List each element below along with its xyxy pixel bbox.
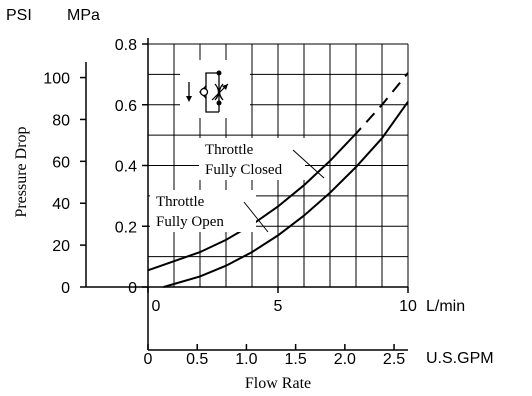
x-unit-lmin: L/min (426, 298, 465, 315)
symbol-adjust-arrowhead (222, 84, 228, 90)
psi-tick-label: 100 (43, 71, 70, 88)
psi-tick-label: 20 (52, 238, 70, 255)
gpm-tick-label: 1.0 (235, 351, 257, 368)
y-axis-title: Pressure Drop (13, 126, 30, 217)
mpa-tick-label: 0.4 (115, 159, 137, 176)
annotation-fully-open-text: Fully Open (156, 214, 224, 230)
psi-tick-label: 40 (52, 196, 70, 213)
symbol-node-bottom (216, 100, 222, 106)
gpm-tick-label: 2.5 (383, 351, 405, 368)
annotation-fully-closed-leader (292, 149, 325, 179)
mpa-tick-label: 0 (128, 280, 137, 297)
lmin-tick-label: 5 (274, 298, 283, 315)
symbol-arrow-head (186, 96, 192, 102)
gpm-tick-label: 2.0 (334, 351, 356, 368)
lmin-tick-label: 0 (152, 298, 161, 315)
symbol-node-top (216, 70, 222, 76)
x-unit-gpm: U.S.GPM (426, 350, 494, 367)
annotation-fully-closed-text: Throttle (205, 142, 254, 158)
mpa-tick-label: 0.8 (115, 37, 137, 54)
annotation-fully-open-text: Throttle (156, 194, 205, 210)
axes (80, 38, 409, 351)
annotation-fully-closed-backdrop (199, 138, 305, 180)
symbol-throttle-left (214, 83, 220, 101)
annotation-fully-closed-text: Fully Closed (205, 162, 283, 178)
lmin-tick-label: 10 (399, 298, 417, 315)
psi-tick-label: 60 (52, 154, 70, 171)
gpm-tick-label: 0 (144, 351, 153, 368)
curves (147, 72, 409, 288)
y-unit-right: MPa (67, 7, 100, 24)
x-axis-title: Flow Rate (245, 375, 311, 392)
gpm-tick-label: 0.5 (186, 351, 208, 368)
mpa-tick-label: 0.6 (115, 98, 137, 115)
annotation-fully-open-leader (243, 201, 269, 233)
annotation-fully-open-backdrop (150, 190, 256, 232)
curve-throttle-fully-open (163, 101, 409, 288)
valve-symbol-icon (180, 60, 250, 118)
symbol-backdrop (180, 60, 250, 118)
curve-throttle-fully-closed (147, 72, 409, 272)
symbol-check-ball (199, 87, 209, 97)
gpm-tick-label: 1.5 (285, 351, 307, 368)
mpa-tick-label: 0.2 (115, 219, 137, 236)
psi-tick-label: 80 (52, 112, 70, 129)
y-unit-left: PSI (6, 7, 32, 24)
psi-tick-label: 0 (61, 280, 70, 297)
